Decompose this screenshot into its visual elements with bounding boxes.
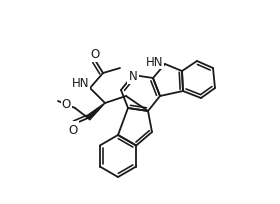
Polygon shape [86,103,105,120]
Text: O: O [68,123,78,136]
Text: HN: HN [146,55,163,68]
Text: HN: HN [71,77,89,90]
Text: O: O [62,98,71,111]
Text: N: N [129,70,137,83]
Text: O: O [90,48,100,61]
